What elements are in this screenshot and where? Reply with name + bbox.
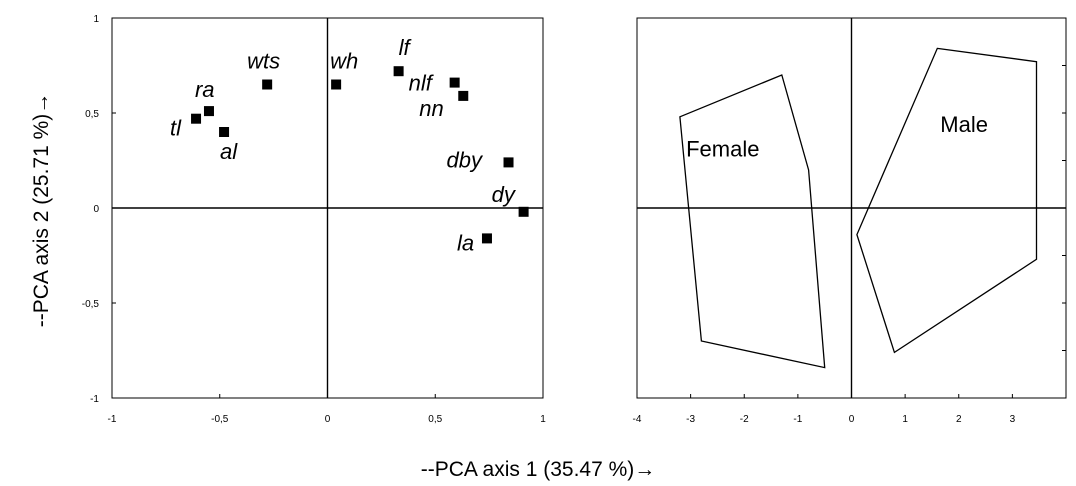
x-tick-label: -4 — [633, 414, 642, 425]
point-label: wts — [247, 49, 280, 74]
x-tick-label: 0,5 — [428, 414, 442, 425]
point-label: tl — [170, 116, 182, 141]
data-point — [203, 106, 214, 117]
data-point — [503, 157, 514, 168]
point-label: la — [457, 230, 474, 255]
x-tick-label: -2 — [740, 414, 749, 425]
point-label: wh — [330, 49, 358, 74]
point-label: dby — [447, 147, 484, 172]
point-label: al — [220, 139, 238, 164]
x-tick-label: -3 — [686, 414, 695, 425]
point-label: dy — [492, 182, 517, 207]
group-label: Male — [940, 112, 988, 137]
groups-panel: -4 -3 -2 -1 0 1 2 3 Female Male — [633, 17, 1067, 425]
x-tick-label: 0 — [849, 414, 855, 425]
x-tick-label: 0 — [325, 414, 331, 425]
data-point — [458, 90, 469, 101]
x-tick-label: -1 — [793, 414, 802, 425]
x-tick-label: 3 — [1010, 414, 1016, 425]
data-point — [393, 66, 404, 77]
x-tick-label: 1 — [902, 414, 908, 425]
data-point — [518, 206, 529, 217]
point-label: nlf — [409, 71, 435, 96]
data-point — [331, 79, 342, 90]
y-tick-label: -1 — [90, 394, 99, 405]
group-label: Female — [686, 137, 759, 162]
x-tick-label: -1 — [108, 414, 117, 425]
y-axis-title: --PCA axis 2 (25.71 %)→ — [30, 93, 53, 328]
x-tick-label: 1 — [540, 414, 546, 425]
data-point — [262, 79, 273, 90]
y-tick-label: 1 — [93, 14, 99, 25]
y-tick-label: 0,5 — [85, 109, 99, 120]
data-point — [191, 113, 202, 124]
y-tick-label: 0 — [93, 204, 99, 215]
data-point — [219, 127, 230, 137]
y-tick-label: -0,5 — [82, 299, 100, 310]
x-tick-label: -0,5 — [211, 414, 229, 425]
point-label: nn — [419, 96, 443, 121]
point-label: lf — [399, 35, 413, 60]
data-point — [481, 233, 492, 244]
point-label: ra — [195, 77, 215, 102]
x-tick-label: 2 — [956, 414, 962, 425]
group-hull-female — [679, 74, 826, 369]
data-point — [449, 77, 460, 88]
group-hull-male — [856, 47, 1038, 354]
x-axis-title: --PCA axis 1 (35.47 %)→ — [421, 458, 656, 481]
